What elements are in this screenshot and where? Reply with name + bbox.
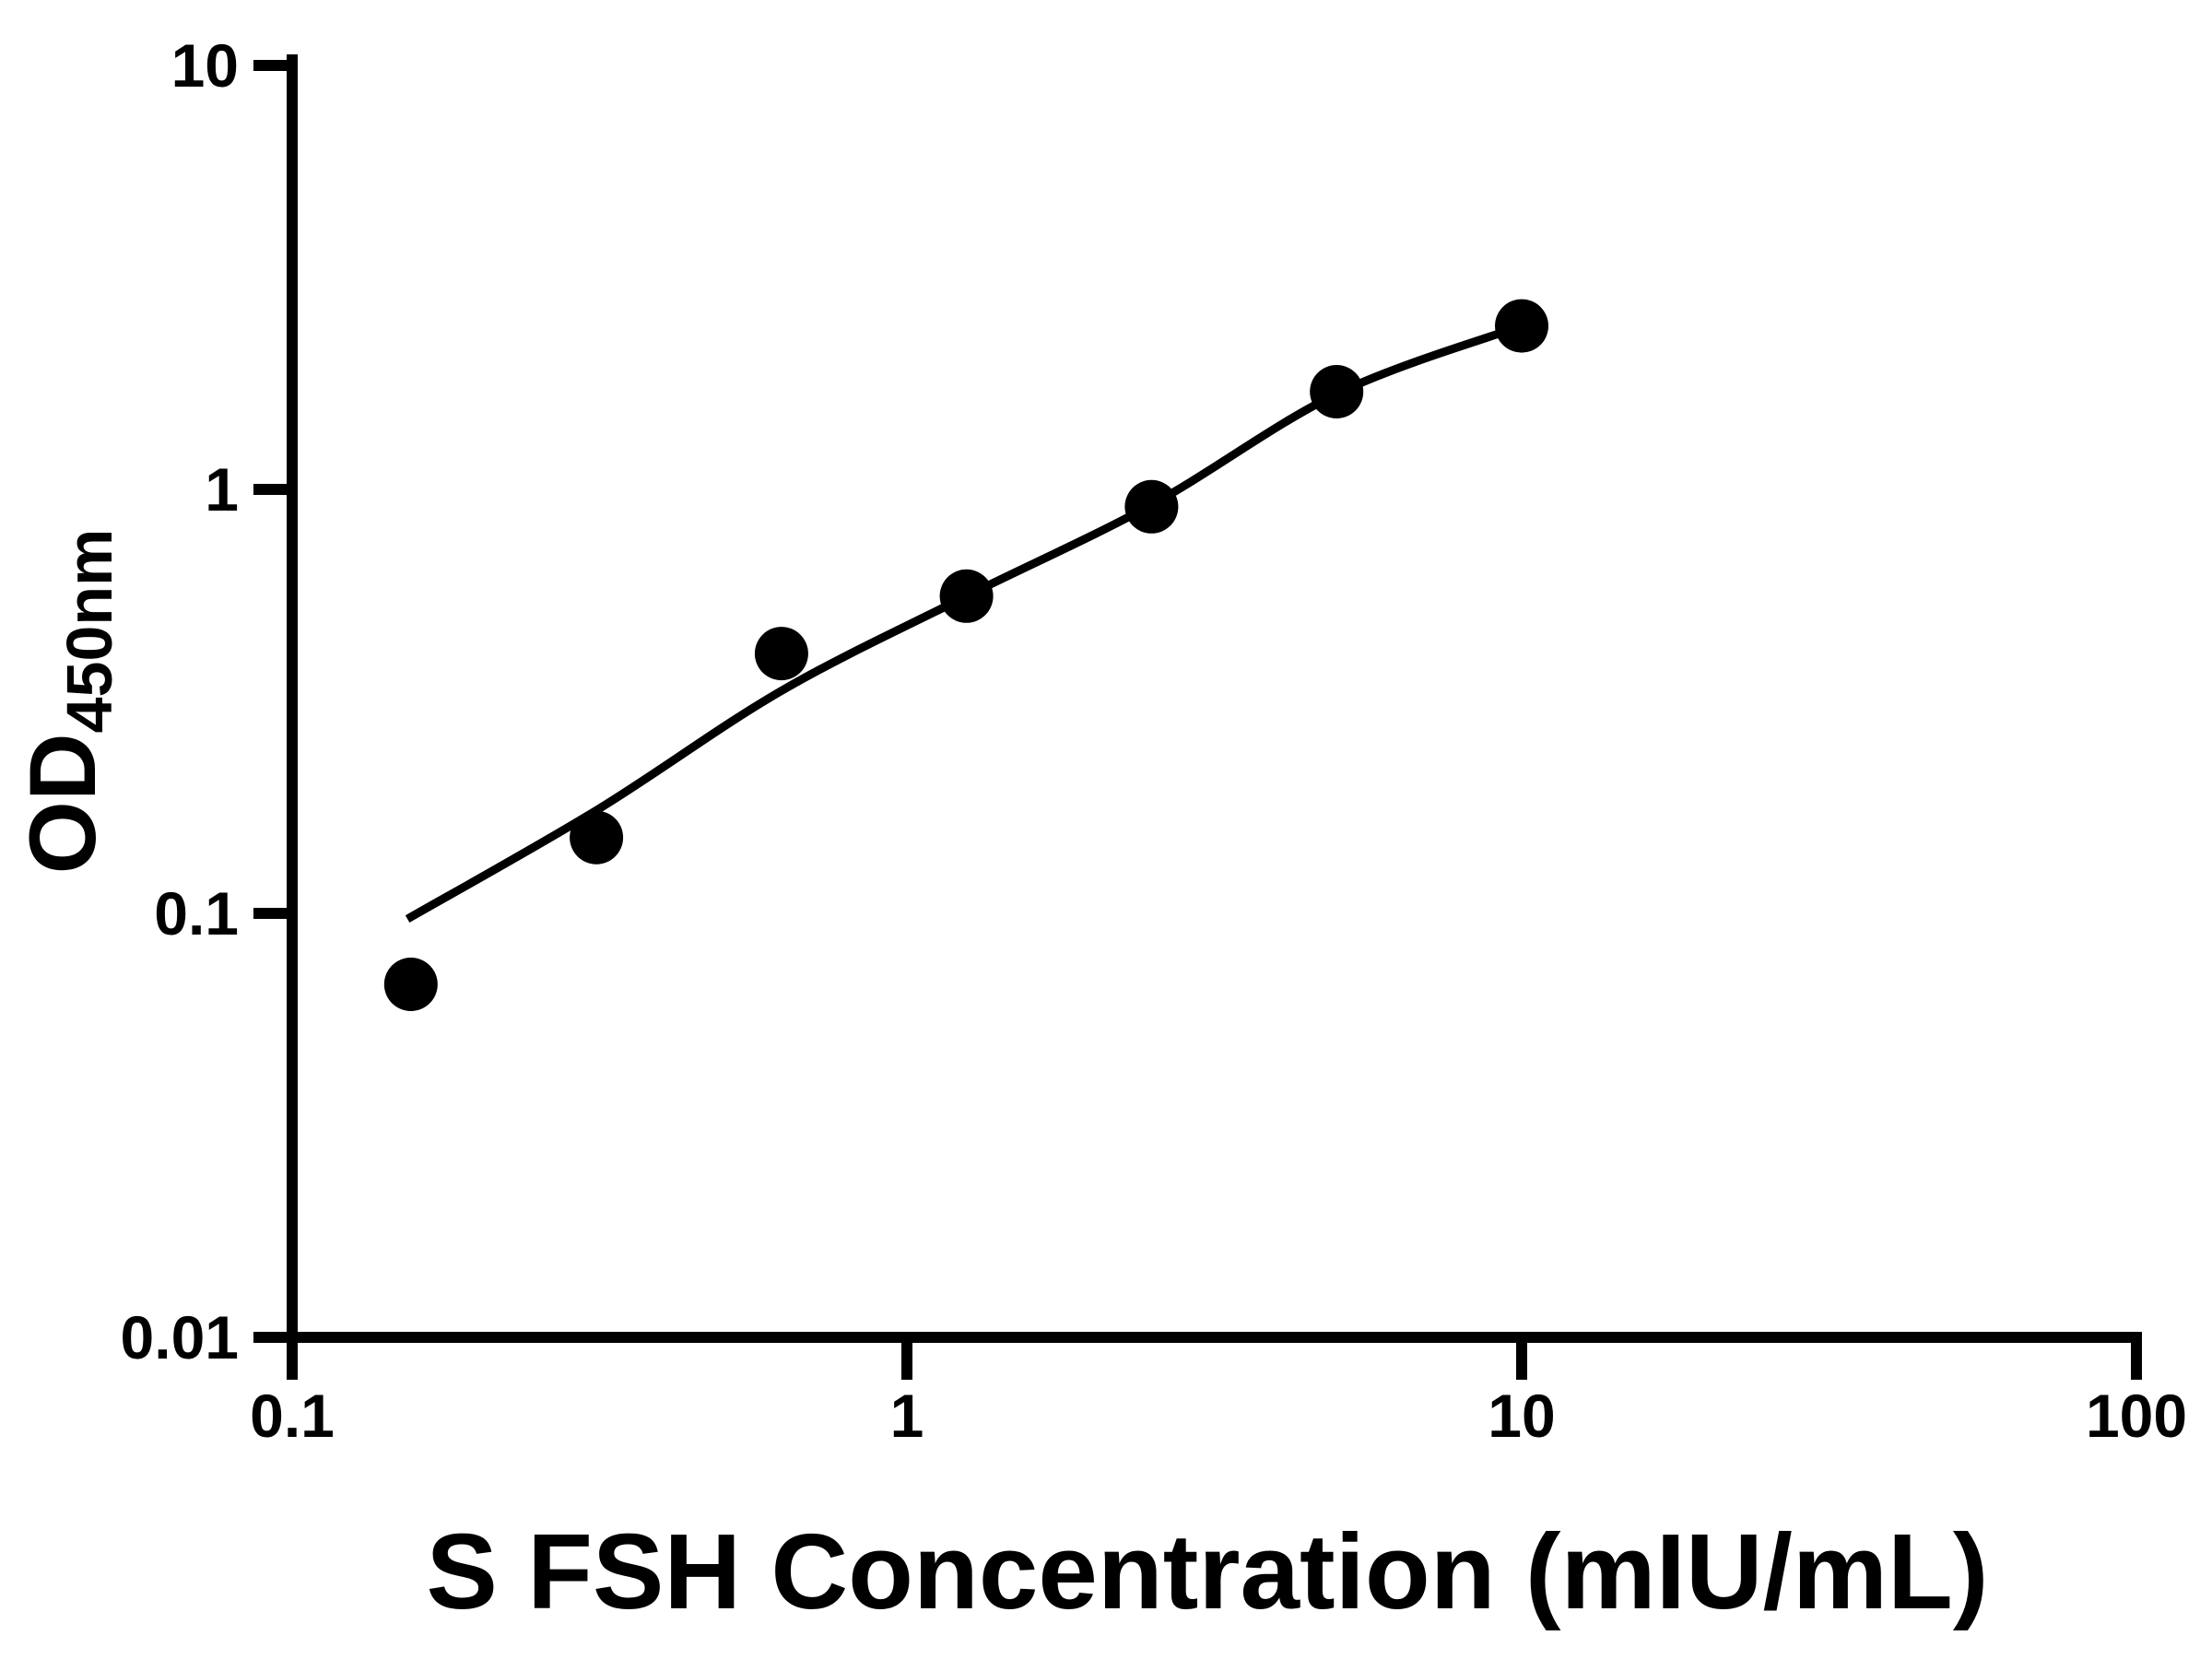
data-point: [1495, 299, 1548, 353]
x-tick-label: 1: [890, 1382, 924, 1450]
data-point: [1124, 479, 1179, 534]
data-point: [939, 569, 994, 623]
y-tick-label: 10: [171, 31, 239, 100]
y-tick-label: 0.1: [154, 879, 239, 947]
y-ticks-group: 10 1 0.1 0.01: [121, 31, 292, 1371]
y-axis-title-subscript: 450nm: [53, 529, 125, 734]
x-tick-label: 10: [1488, 1382, 1555, 1450]
y-tick-label: 1: [205, 455, 239, 524]
data-points-group: [383, 299, 1548, 1011]
x-axis-title: S FSH Concentration (mIU/mL): [427, 1512, 1989, 1631]
y-tick-label: 0.01: [121, 1303, 239, 1371]
x-ticks-group: 0.1 1 10 100: [250, 1337, 2187, 1450]
x-tick-label: 0.1: [250, 1382, 335, 1450]
data-point: [383, 958, 438, 1011]
y-axis-title-main: OD: [10, 733, 115, 874]
data-point: [570, 810, 624, 865]
data-point: [754, 627, 808, 681]
y-axis-title: OD450nm: [10, 529, 125, 875]
data-point: [1310, 365, 1364, 418]
x-tick-label: 100: [2086, 1382, 2187, 1450]
